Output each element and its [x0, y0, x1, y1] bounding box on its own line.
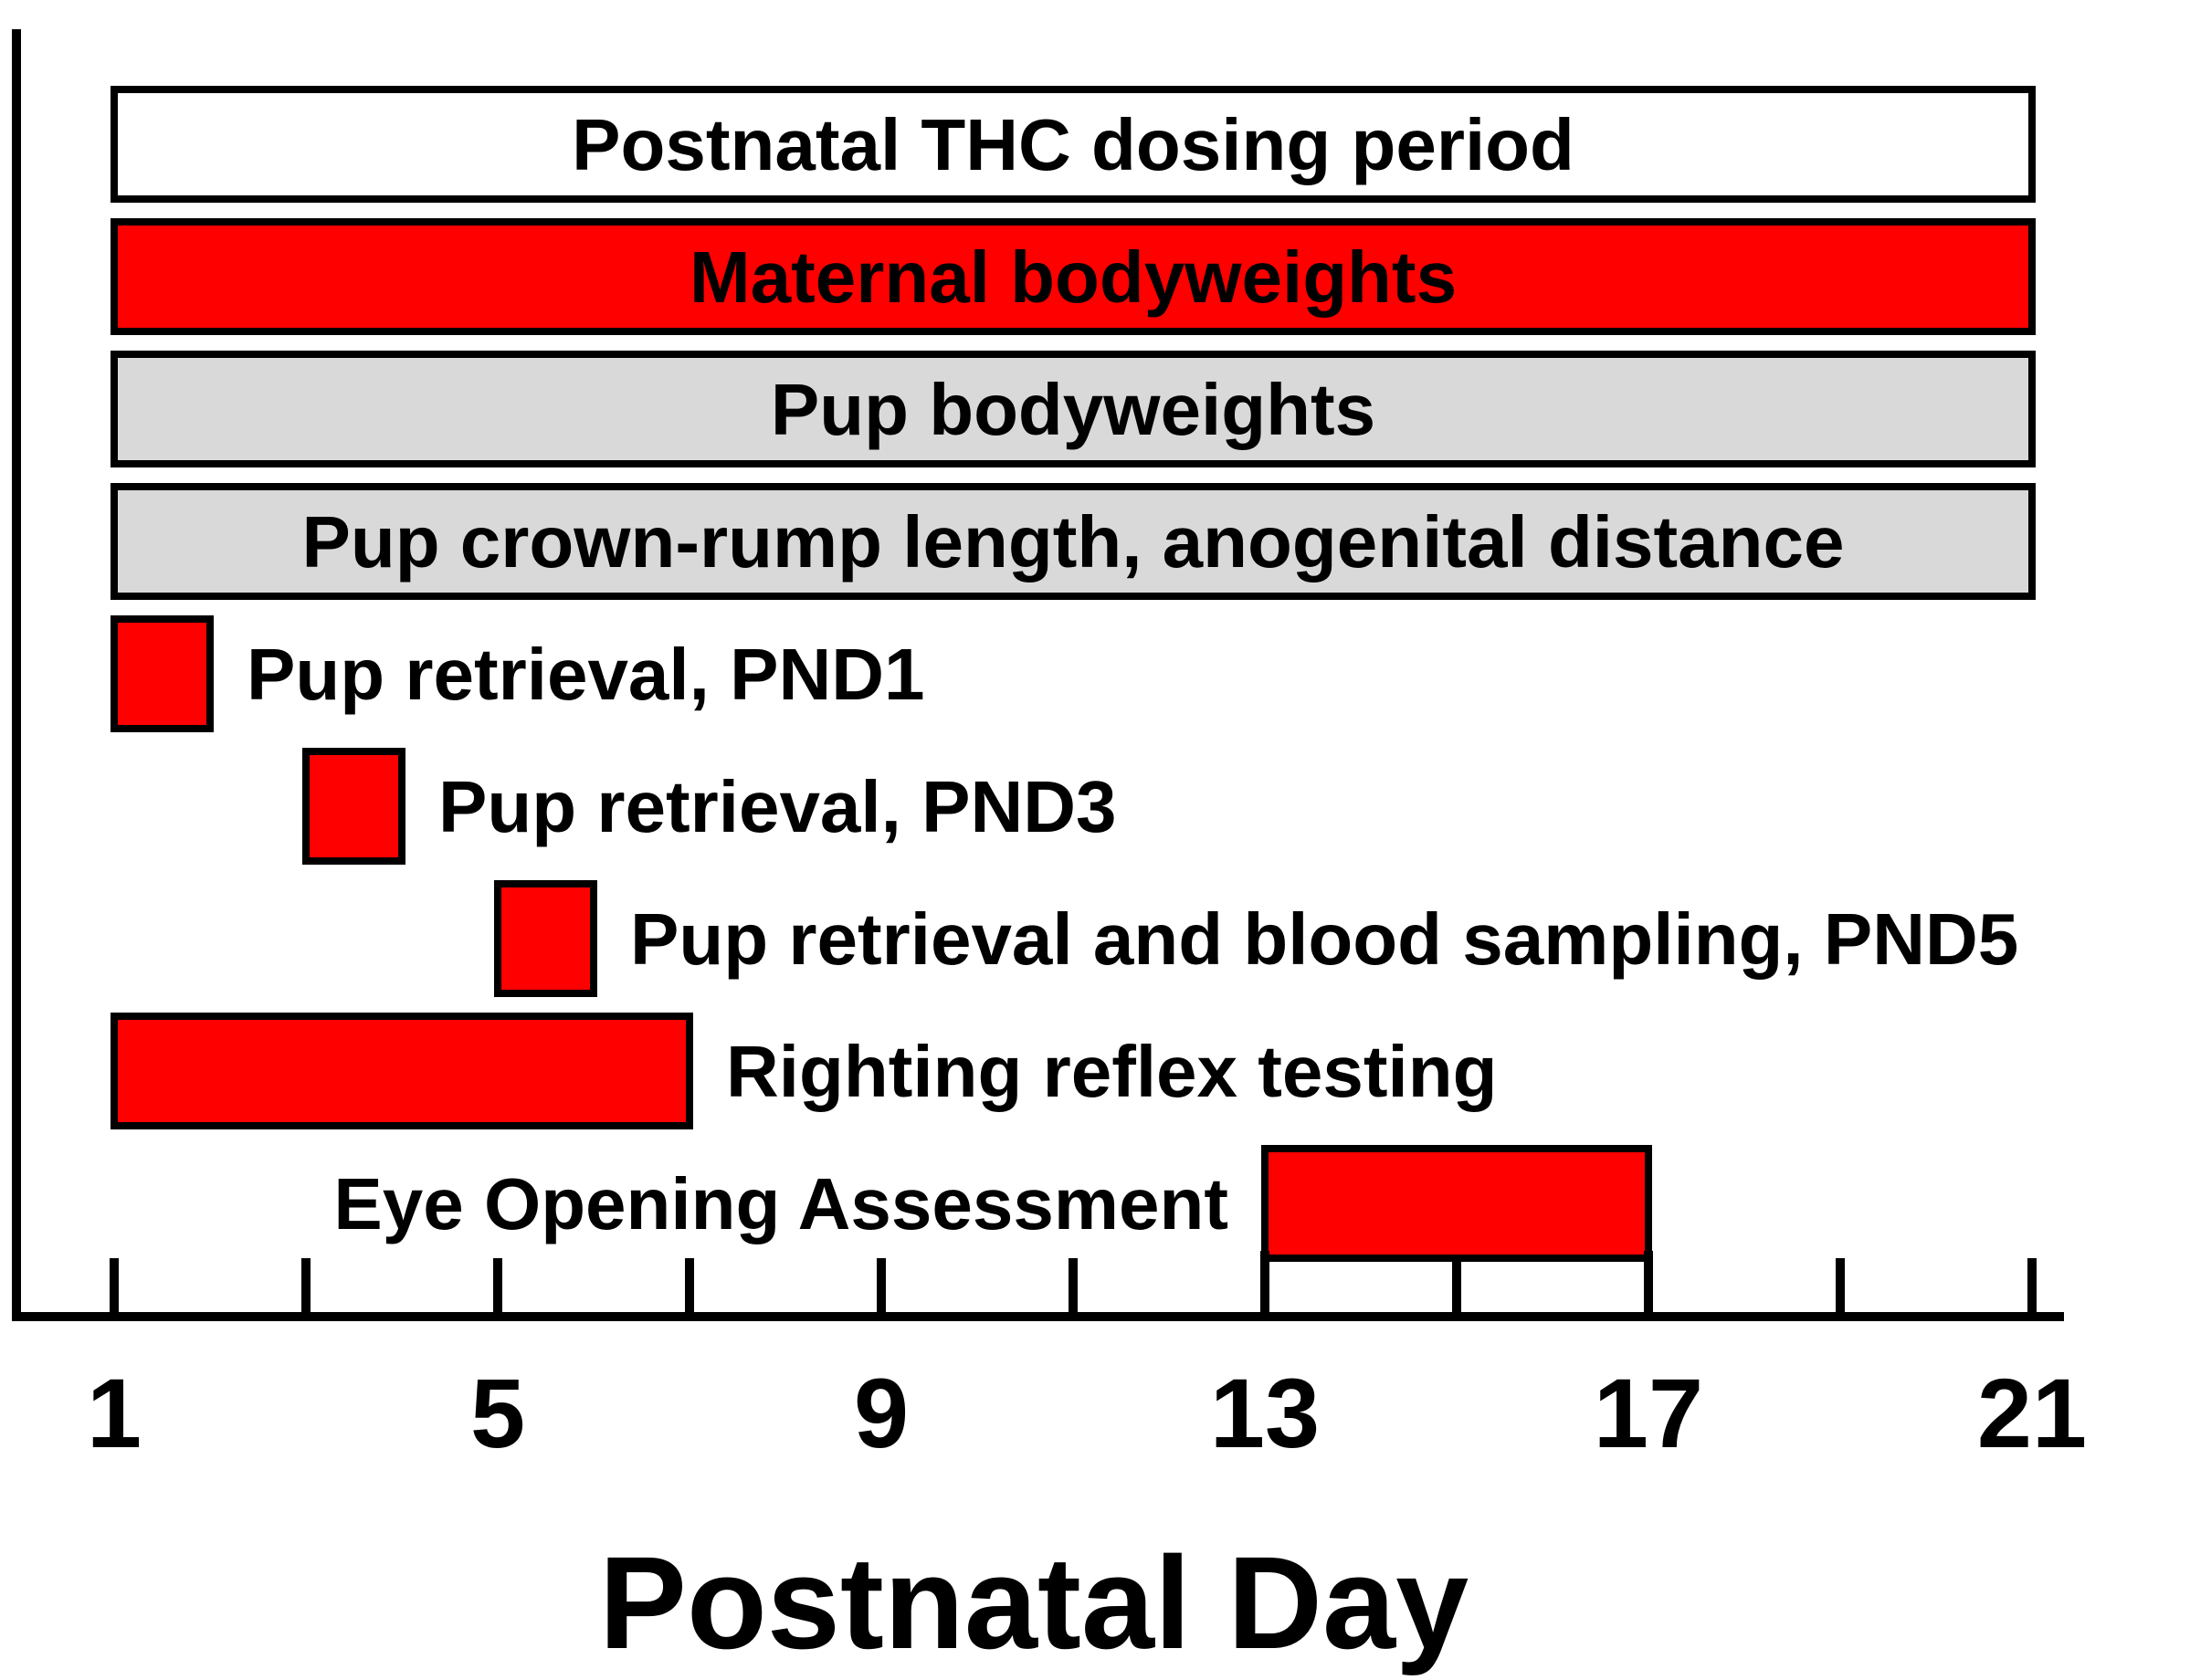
bar-label: Pup retrieval and blood sampling, PND5 — [630, 898, 2018, 980]
bar-label: Postnatal THC dosing period — [572, 104, 1574, 185]
bar — [111, 218, 2036, 335]
x-tick-label: 21 — [1977, 1358, 2087, 1468]
x-axis — [12, 29, 2064, 1321]
bar — [111, 615, 214, 732]
bar-group: Postnatal THC dosing period — [111, 86, 2036, 203]
bar-label: Pup retrieval, PND3 — [438, 766, 1117, 847]
bars-layer: Postnatal THC dosing period Maternal body… — [111, 86, 2036, 1262]
bar-label: Pup retrieval, PND1 — [247, 634, 925, 715]
bar-group: Pup retrieval, PND3 — [302, 748, 1117, 865]
bar — [1261, 1145, 1652, 1262]
x-tick-label: 9 — [854, 1358, 909, 1468]
bar — [302, 748, 405, 865]
bar-group: Pup crown-rump length, anogenital distan… — [111, 483, 2036, 600]
bar-group: Eye Opening Assessment — [333, 1145, 1652, 1262]
bar-label: Righting reflex testing — [726, 1031, 1498, 1112]
bar-group: Righting reflex testing — [111, 1013, 1498, 1129]
x-tick-label: 13 — [1210, 1358, 1320, 1468]
bar-label: Pup bodyweights — [771, 369, 1375, 450]
bar — [111, 86, 2036, 203]
x-ticks — [110, 1251, 2037, 1317]
bar-label: Maternal bodyweights — [690, 236, 1457, 318]
x-axis-title: Postnatal Day — [599, 1529, 1469, 1676]
bar-label: Pup crown-rump length, anogenital distan… — [301, 501, 1844, 583]
bar-group: Pup retrieval and blood sampling, PND5 — [494, 880, 2018, 997]
bar — [494, 880, 597, 997]
x-tick-label: 5 — [470, 1358, 525, 1468]
x-tick-label: 1 — [87, 1358, 142, 1468]
bar-label: Eye Opening Assessment — [333, 1163, 1228, 1244]
bar-group: Pup retrieval, PND1 — [111, 615, 925, 732]
x-tick-labels: 1 5 9 13 17 21 — [87, 1358, 2087, 1468]
bar-group: Pup bodyweights — [111, 351, 2036, 467]
bar — [111, 351, 2036, 467]
bar-group: Maternal bodyweights — [111, 218, 2036, 335]
x-tick-label: 17 — [1594, 1358, 1703, 1468]
bar — [111, 1013, 693, 1129]
bar — [111, 483, 2036, 600]
